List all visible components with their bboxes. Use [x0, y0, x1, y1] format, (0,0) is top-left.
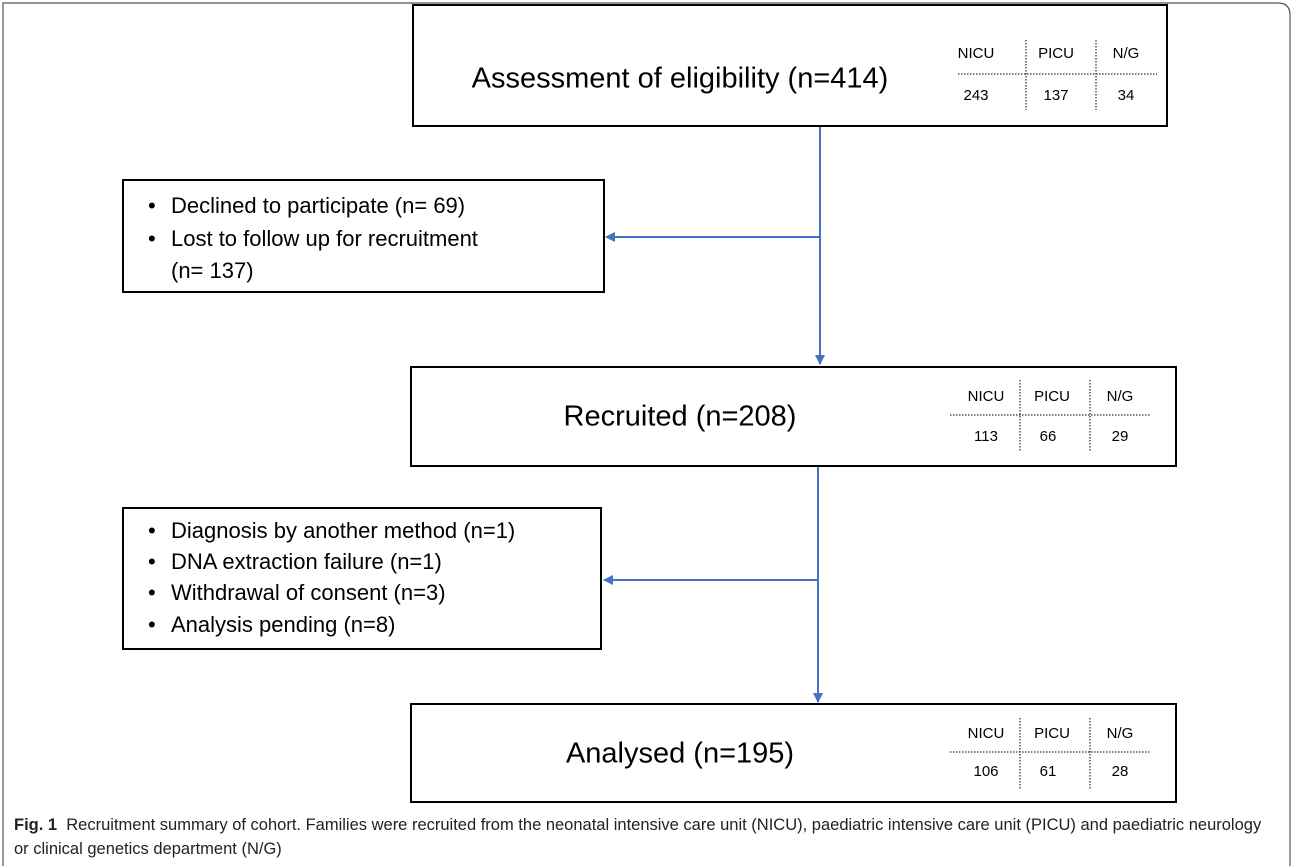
table-header: NICU — [968, 725, 1005, 742]
labels: Assessment of eligibility (n=414) NICU P… — [148, 45, 1139, 780]
exclusion-item: (n= 137) — [171, 258, 254, 283]
table-rules — [950, 40, 1157, 790]
bullet: • — [148, 226, 156, 251]
bullet: • — [148, 580, 156, 605]
bullet: • — [148, 193, 156, 218]
bullet: • — [148, 549, 156, 574]
bullet: • — [148, 612, 156, 637]
table-header: PICU — [1034, 725, 1070, 742]
caption-label: Fig. 1 — [14, 816, 58, 834]
node-label: Analysed (n=195) — [566, 738, 794, 770]
table-value: 243 — [963, 87, 988, 104]
table-value: 29 — [1112, 428, 1129, 445]
table-value: 113 — [974, 428, 998, 445]
boxes — [122, 4, 1177, 803]
table-value: 28 — [1112, 763, 1129, 780]
node-label: Recruited (n=208) — [564, 401, 797, 433]
table-header: NICU — [958, 45, 995, 62]
table-header: PICU — [1038, 45, 1074, 62]
node-label: Assessment of eligibility (n=414) — [472, 63, 889, 95]
exclusion-item: Lost to follow up for recruitment — [171, 226, 478, 251]
exclusion-item: Withdrawal of consent (n=3) — [171, 580, 446, 605]
table-value: 61 — [1040, 763, 1057, 780]
table-value: 66 — [1040, 428, 1057, 445]
table-header: N/G — [1107, 725, 1134, 742]
table-header: N/G — [1113, 45, 1140, 62]
exclusion-item: DNA extraction failure (n=1) — [171, 549, 442, 574]
bullet: • — [148, 518, 156, 543]
table-value: 106 — [973, 763, 998, 780]
table-header: NICU — [968, 388, 1005, 405]
exclusion-item: Declined to participate (n= 69) — [171, 193, 465, 218]
caption-text: Recruitment summary of cohort. Families … — [14, 816, 1262, 858]
table-header: N/G — [1107, 388, 1134, 405]
exclusion-item: Analysis pending (n=8) — [171, 612, 395, 637]
table-header: PICU — [1034, 388, 1070, 405]
table-value: 34 — [1118, 87, 1135, 104]
connectors — [603, 126, 825, 703]
table-value: 137 — [1043, 87, 1068, 104]
exclusion-item: Diagnosis by another method (n=1) — [171, 518, 515, 543]
caption: Fig. 1 Recruitment summary of cohort. Fa… — [14, 813, 1279, 861]
